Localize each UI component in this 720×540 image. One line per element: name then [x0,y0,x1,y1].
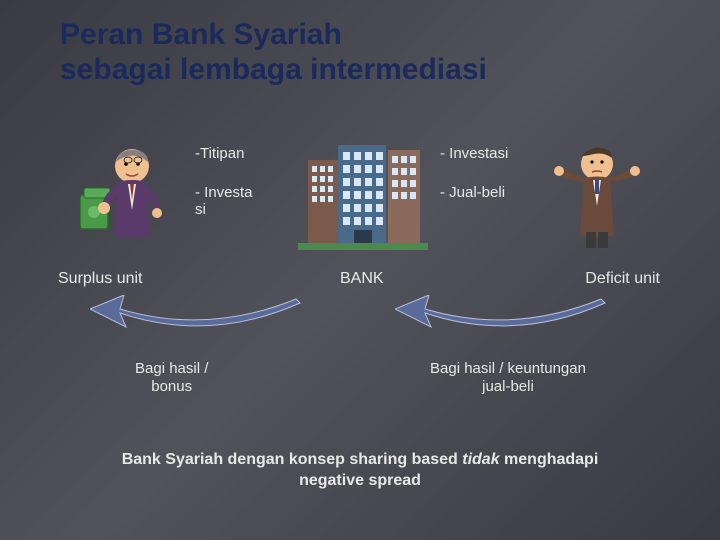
label-investasi: - Investasi [440,145,508,162]
slide-title: Peran Bank Syariah sebagai lembaga inter… [60,18,487,87]
surplus-actor-icon [80,140,170,250]
title-line2: sebagai lembaga intermediasi [60,53,487,86]
bagi-hasil-keuntungan-label: Bagi hasil / keuntungan jual-beli [430,360,586,396]
arrow-deficit-to-bank-icon [395,295,615,345]
label-titipan: -Titipan [195,145,244,162]
bank-label: BANK [340,270,384,288]
label-investa-left: - Investa si [195,184,253,219]
bagi-hasil-bonus-label: Bagi hasil / bonus [135,360,208,396]
footer-text: Bank Syariah dengan konsep sharing based… [0,450,720,492]
arrow-bank-to-surplus-icon [90,295,310,345]
title-line1: Peran Bank Syariah [60,18,342,51]
diagram-container: -Titipan - Investa si - Investasi - Jual… [0,140,720,400]
label-jualbeli: - Jual-beli [440,184,505,201]
deficit-actor-icon [552,140,642,250]
bank-icon [298,140,428,250]
surplus-unit-label: Surplus unit [58,270,143,288]
deficit-unit-label: Deficit unit [585,270,660,288]
